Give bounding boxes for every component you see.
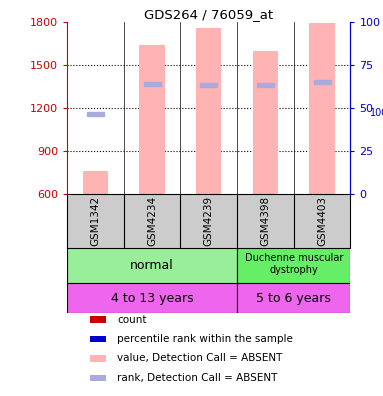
Text: GSM1342: GSM1342 (90, 196, 100, 246)
Bar (237, 284, 350, 313)
Text: rank, Detection Call = ABSENT: rank, Detection Call = ABSENT (117, 373, 277, 383)
Bar (90, 316, 106, 323)
Bar (196, 28, 221, 194)
Bar (314, 80, 331, 84)
Bar (144, 82, 160, 86)
Text: value, Detection Call = ABSENT: value, Detection Call = ABSENT (117, 353, 282, 364)
Bar (67, 284, 237, 313)
Bar (90, 336, 106, 342)
Text: GSM4403: GSM4403 (317, 196, 327, 246)
Text: GSM4234: GSM4234 (147, 196, 157, 246)
Text: count: count (117, 314, 146, 325)
Text: percentile rank within the sample: percentile rank within the sample (117, 334, 293, 344)
Text: normal: normal (130, 259, 174, 272)
Bar (309, 23, 335, 194)
Text: 5 to 6 years: 5 to 6 years (256, 292, 331, 305)
Text: 4 to 13 years: 4 to 13 years (111, 292, 193, 305)
Text: GSM4398: GSM4398 (260, 196, 270, 246)
Bar (67, 248, 237, 284)
Bar (83, 171, 108, 194)
Bar (257, 83, 274, 87)
Text: Duchenne muscular
dystrophy: Duchenne muscular dystrophy (245, 253, 343, 275)
Bar (139, 45, 165, 194)
Bar (90, 355, 106, 362)
Bar (237, 248, 350, 284)
Bar (253, 51, 278, 194)
Title: GDS264 / 76059_at: GDS264 / 76059_at (144, 8, 273, 21)
Bar (87, 112, 104, 116)
Y-axis label: 100%: 100% (370, 108, 383, 118)
Bar (90, 375, 106, 381)
Text: GSM4239: GSM4239 (204, 196, 214, 246)
Bar (200, 83, 217, 87)
